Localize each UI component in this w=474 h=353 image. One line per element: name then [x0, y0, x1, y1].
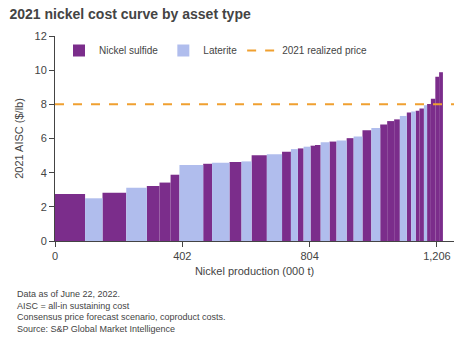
svg-text:0: 0 — [41, 235, 47, 247]
svg-text:8: 8 — [41, 98, 47, 110]
svg-text:12: 12 — [35, 30, 47, 42]
svg-text:2021 nickel cost curve by asse: 2021 nickel cost curve by asset type — [9, 6, 250, 22]
svg-text:2021 realized price: 2021 realized price — [282, 45, 367, 56]
svg-text:Nickel sulfide: Nickel sulfide — [99, 45, 158, 56]
svg-text:2: 2 — [41, 201, 47, 213]
svg-text:10: 10 — [35, 64, 47, 76]
svg-text:2021 AISC ($/lb): 2021 AISC ($/lb) — [13, 98, 25, 179]
svg-text:804: 804 — [300, 250, 318, 262]
svg-text:4: 4 — [41, 167, 47, 179]
svg-text:Laterite: Laterite — [203, 45, 237, 56]
svg-text:0: 0 — [52, 250, 58, 262]
svg-text:402: 402 — [173, 250, 191, 262]
svg-text:Nickel production (000 t): Nickel production (000 t) — [195, 265, 314, 277]
svg-text:6: 6 — [41, 132, 47, 144]
svg-text:1,206: 1,206 — [423, 250, 451, 262]
svg-text:Data as of June 22, 2022.AISC: Data as of June 22, 2022.AISC = all-in s… — [17, 289, 226, 334]
